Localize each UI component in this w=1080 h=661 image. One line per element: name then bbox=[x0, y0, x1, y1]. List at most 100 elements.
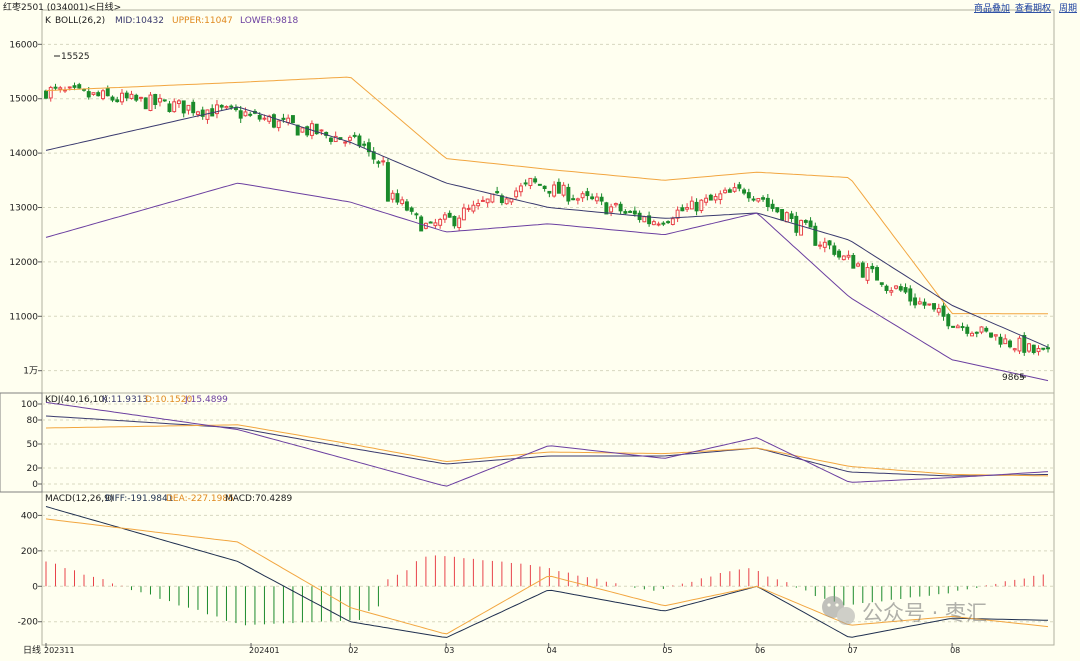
candle-down bbox=[708, 194, 713, 201]
candle-up bbox=[400, 199, 405, 205]
candle-down bbox=[77, 84, 82, 89]
candle-down bbox=[115, 99, 120, 103]
candle-up bbox=[300, 127, 305, 133]
candle-up bbox=[713, 196, 718, 201]
watermark-text: 公众号 · 枣汇 bbox=[862, 601, 987, 625]
candle-down bbox=[922, 301, 927, 306]
candle-up bbox=[718, 193, 723, 201]
candle-down bbox=[281, 117, 286, 120]
candle-down bbox=[547, 190, 552, 194]
candle-up bbox=[172, 101, 177, 113]
candle-up bbox=[552, 184, 557, 197]
candle-up bbox=[670, 218, 675, 225]
candle-down bbox=[632, 210, 637, 215]
candle-down bbox=[385, 162, 390, 202]
candle-down bbox=[585, 191, 590, 197]
candle-down bbox=[765, 197, 770, 207]
candle-up bbox=[476, 202, 481, 207]
candle-down bbox=[965, 326, 970, 334]
candle-down bbox=[875, 267, 880, 281]
candle-down bbox=[314, 123, 319, 135]
candle-up bbox=[276, 120, 281, 129]
main-tick-label: 11000 bbox=[9, 312, 38, 322]
candle-down bbox=[352, 134, 357, 137]
candle-down bbox=[789, 213, 794, 219]
overlay-commodity-link[interactable]: 商品叠加 bbox=[974, 2, 1010, 14]
candle-down bbox=[623, 211, 628, 214]
candle-up bbox=[822, 241, 827, 248]
candle-up bbox=[580, 193, 585, 199]
kdj-panel-border bbox=[41, 392, 1055, 493]
candle-up bbox=[514, 190, 519, 198]
candle-down bbox=[233, 107, 238, 111]
candle-up bbox=[286, 117, 291, 123]
candle-down bbox=[960, 326, 965, 329]
candle-down bbox=[737, 184, 742, 189]
candle-down bbox=[813, 225, 818, 246]
x-tick-label: 04 bbox=[547, 646, 557, 655]
candle-down bbox=[556, 181, 561, 194]
candle-up bbox=[480, 199, 485, 202]
period-link[interactable]: 周期 bbox=[1059, 3, 1077, 14]
candle-down bbox=[452, 215, 457, 227]
candle-down bbox=[941, 305, 946, 317]
candle-up bbox=[846, 254, 851, 258]
boll-lower-legend: LOWER:9818 bbox=[240, 16, 299, 26]
candle-up bbox=[609, 206, 614, 213]
candle-down bbox=[86, 91, 91, 98]
candle-down bbox=[105, 87, 110, 97]
candle-down bbox=[884, 285, 889, 291]
candle-down bbox=[495, 191, 500, 194]
candle-down bbox=[827, 240, 832, 246]
low-annotation: 9865 bbox=[1002, 373, 1025, 383]
candle-up bbox=[970, 332, 974, 337]
candle-up bbox=[186, 104, 191, 111]
candle-up bbox=[262, 117, 267, 120]
candle-down bbox=[879, 282, 884, 285]
candle-up bbox=[1017, 337, 1022, 352]
candle-down bbox=[680, 207, 685, 212]
candle-down bbox=[110, 96, 115, 101]
candle-up bbox=[1036, 347, 1041, 353]
candle-down bbox=[946, 314, 951, 327]
candle-down bbox=[72, 85, 77, 88]
candle-down bbox=[124, 92, 129, 99]
candle-down bbox=[932, 303, 936, 310]
candle-down bbox=[775, 207, 780, 213]
candle-up bbox=[799, 219, 804, 236]
candle-down bbox=[590, 196, 595, 200]
candle-up bbox=[675, 209, 680, 219]
candle-up bbox=[343, 141, 348, 144]
candle-up bbox=[561, 184, 566, 196]
candle-up bbox=[224, 106, 229, 109]
candle-down bbox=[898, 286, 903, 291]
view-options-link[interactable]: 查看期权 bbox=[1015, 2, 1051, 14]
main-tick-label: 12000 bbox=[9, 258, 38, 268]
candle-up bbox=[471, 204, 476, 212]
macd-legend-label: MACD(12,26,9) bbox=[45, 494, 113, 504]
candle-down bbox=[989, 332, 993, 338]
candle-legend-label: K bbox=[45, 16, 52, 26]
period-corner-label: 日线 bbox=[23, 644, 41, 656]
candle-up bbox=[466, 207, 471, 210]
candle-up bbox=[91, 92, 96, 95]
candle-down bbox=[305, 126, 310, 136]
candle-down bbox=[181, 100, 186, 114]
macd-value-legend: MACD:70.4289 bbox=[225, 494, 293, 504]
candle-up bbox=[319, 129, 324, 132]
candle-up bbox=[177, 100, 181, 105]
candle-down bbox=[647, 215, 652, 225]
x-tick-label: 02 bbox=[348, 646, 358, 655]
candle-down bbox=[447, 212, 452, 218]
x-tick-label: 05 bbox=[662, 646, 672, 655]
candle-up bbox=[841, 255, 846, 261]
kdj-tick-label: 20 bbox=[27, 464, 39, 474]
candle-up bbox=[120, 92, 124, 103]
macd-tick-label: 200 bbox=[21, 547, 38, 557]
indicator-lines bbox=[45, 76, 1049, 638]
candle-down bbox=[537, 183, 542, 186]
macd-diff-line bbox=[45, 506, 1049, 638]
candle-down bbox=[219, 104, 224, 108]
